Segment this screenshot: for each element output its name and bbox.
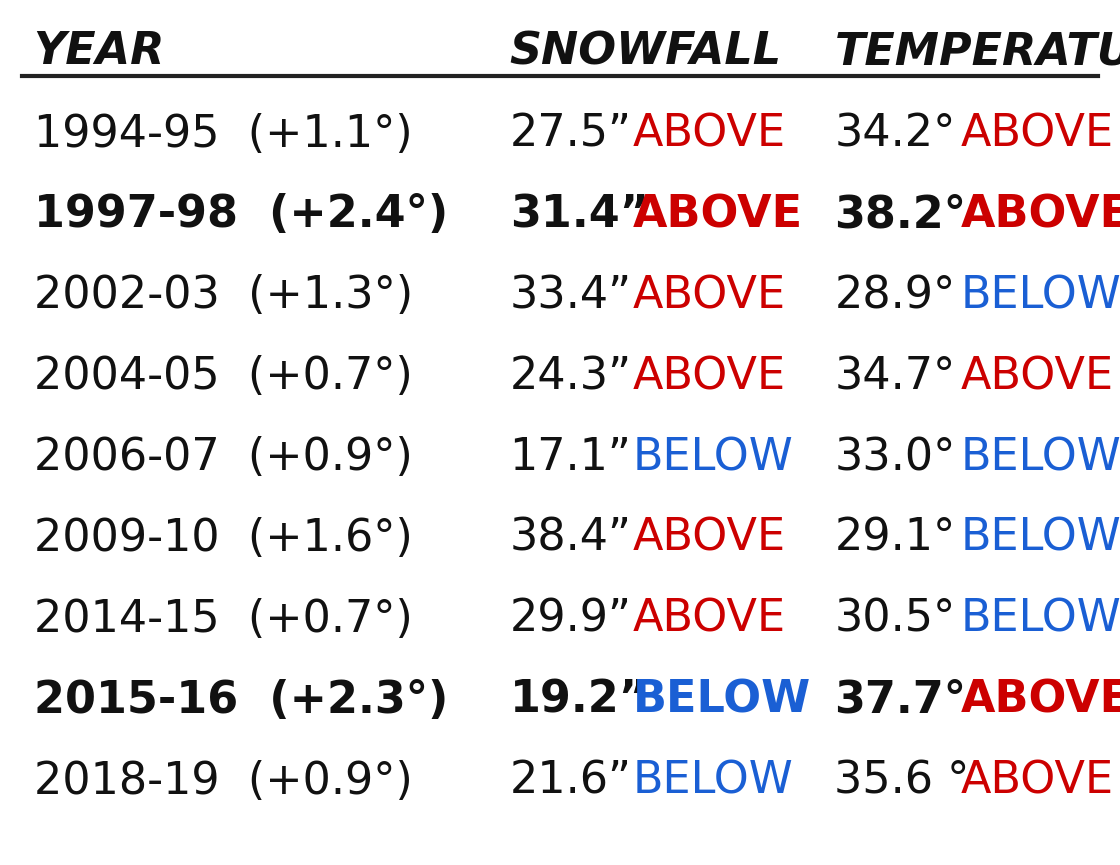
Text: ABOVE: ABOVE (633, 517, 786, 560)
Text: BELOW: BELOW (961, 436, 1120, 479)
Text: 33.4”: 33.4” (510, 274, 632, 317)
Text: 2015-16  (+2.3°): 2015-16 (+2.3°) (34, 679, 448, 721)
Text: 2014-15  (+0.7°): 2014-15 (+0.7°) (34, 598, 412, 641)
Text: 17.1”: 17.1” (510, 436, 632, 479)
Text: ABOVE: ABOVE (633, 194, 803, 236)
Text: 2002-03  (+1.3°): 2002-03 (+1.3°) (34, 274, 413, 317)
Text: 38.4”: 38.4” (510, 517, 632, 560)
Text: BELOW: BELOW (633, 679, 811, 721)
Text: 1997-98  (+2.4°): 1997-98 (+2.4°) (34, 194, 448, 236)
Text: ABOVE: ABOVE (633, 356, 786, 398)
Text: ABOVE: ABOVE (961, 356, 1114, 398)
Text: ABOVE: ABOVE (633, 274, 786, 317)
Text: 2006-07  (+0.9°): 2006-07 (+0.9°) (34, 436, 412, 479)
Text: 31.4”: 31.4” (510, 194, 648, 236)
Text: BELOW: BELOW (961, 517, 1120, 560)
Text: BELOW: BELOW (633, 436, 794, 479)
Text: BELOW: BELOW (633, 759, 794, 803)
Text: 34.7°: 34.7° (834, 356, 955, 398)
Text: 29.9”: 29.9” (510, 598, 632, 641)
Text: 34.2°: 34.2° (834, 112, 955, 156)
Text: 2018-19  (+0.9°): 2018-19 (+0.9°) (34, 759, 412, 803)
Text: 2004-05  (+0.7°): 2004-05 (+0.7°) (34, 356, 412, 398)
Text: 2009-10  (+1.6°): 2009-10 (+1.6°) (34, 517, 412, 560)
Text: 24.3”: 24.3” (510, 356, 632, 398)
Text: BELOW: BELOW (961, 598, 1120, 641)
Text: 29.1°: 29.1° (834, 517, 955, 560)
Text: ABOVE: ABOVE (633, 598, 786, 641)
Text: ABOVE: ABOVE (961, 194, 1120, 236)
Text: 1994-95  (+1.1°): 1994-95 (+1.1°) (34, 112, 412, 156)
Text: TEMPERATURE: TEMPERATURE (834, 30, 1120, 74)
Text: BELOW: BELOW (961, 274, 1120, 317)
Text: ABOVE: ABOVE (961, 759, 1114, 803)
Text: 37.7°: 37.7° (834, 679, 967, 721)
Text: 30.5°: 30.5° (834, 598, 955, 641)
Text: ABOVE: ABOVE (961, 679, 1120, 721)
Text: 38.2°: 38.2° (834, 194, 967, 236)
Text: SNOWFALL: SNOWFALL (510, 30, 782, 74)
Text: ABOVE: ABOVE (961, 112, 1114, 156)
Text: YEAR: YEAR (34, 30, 165, 74)
Text: 28.9°: 28.9° (834, 274, 955, 317)
Text: 33.0°: 33.0° (834, 436, 955, 479)
Text: ABOVE: ABOVE (633, 112, 786, 156)
Text: 19.2”: 19.2” (510, 679, 648, 721)
Text: 21.6”: 21.6” (510, 759, 632, 803)
Text: 27.5”: 27.5” (510, 112, 632, 156)
Text: 35.6 °: 35.6 ° (834, 759, 970, 803)
